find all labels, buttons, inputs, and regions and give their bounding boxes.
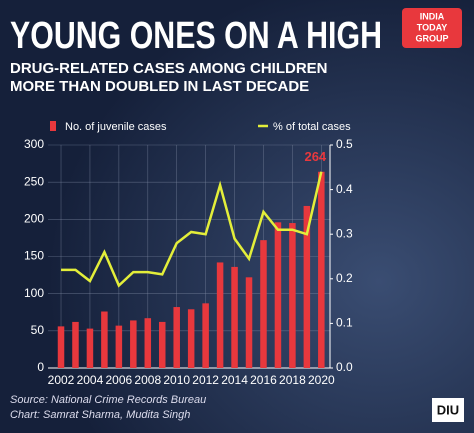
x-tick-label: 2014 [221,373,248,387]
bar [274,222,282,368]
x-tick-label: 2002 [48,373,75,387]
subtitle: MORE THAN DOUBLED IN LAST DECADE [10,78,309,95]
bar [101,311,108,368]
bar [303,205,311,368]
source: Chart: Samrat Sharma, Mudita Singh [10,409,190,421]
y-tick-label: 100 [24,286,44,300]
logo: INDIA [420,11,445,21]
legend-label: No. of juvenile cases [65,121,167,133]
legend-label: % of total cases [273,121,351,133]
chart-title: YOUNG ONES ON A HIGH [10,15,382,57]
y2-tick-label: 0.1 [336,316,353,330]
bar [216,262,224,368]
line [61,171,323,288]
bar [72,321,79,368]
source: Source: National Crime Records Bureau [10,394,206,406]
bar [173,307,180,368]
bar [202,303,209,368]
data-label: 264 [304,149,326,164]
bar [144,318,152,368]
bar [187,309,195,368]
x-tick-label: 2016 [250,373,277,387]
y-tick-label: 50 [31,323,45,337]
y2-tick-label: 0.2 [336,271,353,285]
x-tick-label: 2006 [106,373,133,387]
y2-tick-label: 0.3 [336,226,353,240]
bar [130,320,137,368]
logo: TODAY [417,22,448,32]
y2-tick-label: 0.4 [336,182,353,196]
bar [260,240,267,368]
legend-swatch [50,121,56,131]
subtitle: DRUG-RELATED CASES AMONG CHILDREN [10,60,328,77]
x-tick-label: 2010 [163,373,190,387]
x-tick-label: 2004 [77,373,104,387]
bar [86,328,94,368]
bar [318,171,325,368]
x-tick-label: 2020 [308,373,335,387]
bar [231,266,238,368]
bar [115,325,123,368]
y-tick-label: 150 [24,249,44,263]
y-tick-label: 200 [24,212,44,226]
y2-tick-label: 0.0 [336,360,353,374]
x-tick-label: 2008 [134,373,161,387]
bar [158,321,166,368]
logo-box [402,8,462,48]
logo: GROUP [415,33,448,43]
bar [289,223,296,368]
bar [245,277,253,368]
y-tick-label: 250 [24,174,44,188]
mark-box [432,398,464,422]
x-tick-label: 2012 [192,373,219,387]
y-tick-label: 300 [24,137,44,151]
brand-mark: DIU [437,402,459,417]
x-tick-label: 2018 [279,373,306,387]
bar [57,326,65,368]
y2-tick-label: 0.5 [336,137,353,151]
y-tick-label: 0 [37,360,44,374]
